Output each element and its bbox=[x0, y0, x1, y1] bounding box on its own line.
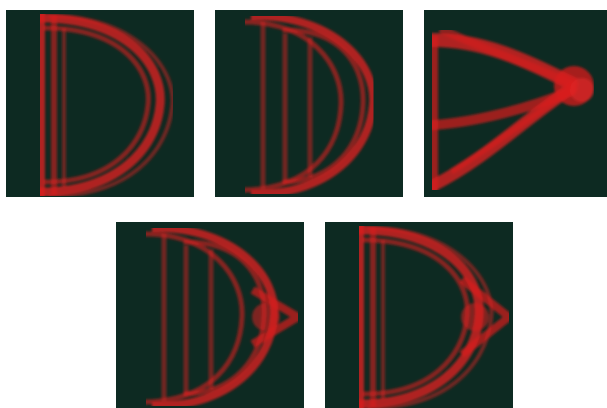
tile bbox=[116, 222, 304, 408]
tile bbox=[424, 10, 607, 197]
image-grid bbox=[0, 0, 607, 408]
page bbox=[0, 0, 607, 408]
tile bbox=[6, 10, 194, 197]
tile bbox=[325, 222, 513, 408]
tile bbox=[215, 10, 403, 197]
